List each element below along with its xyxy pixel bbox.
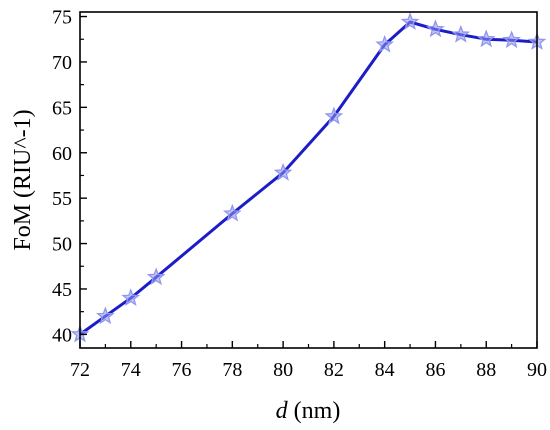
x-tick-label: 90 bbox=[527, 359, 547, 381]
x-tick-label: 84 bbox=[375, 359, 395, 381]
plot-frame bbox=[79, 11, 538, 349]
x-tick-label: 82 bbox=[324, 359, 344, 381]
data-point-marker bbox=[324, 106, 344, 125]
y-tick-label: 60 bbox=[52, 143, 72, 165]
data-point-marker bbox=[273, 162, 293, 181]
x-tick-label: 80 bbox=[273, 359, 293, 381]
y-tick-label: 40 bbox=[52, 324, 72, 346]
x-tick-label: 72 bbox=[70, 359, 90, 381]
data-point-marker bbox=[426, 19, 445, 38]
y-axis-title: FoM (RIU^-1) bbox=[10, 109, 36, 250]
y-tick-label: 45 bbox=[52, 279, 72, 301]
data-point-marker bbox=[375, 34, 395, 53]
x-tick-label: 86 bbox=[425, 359, 445, 381]
data-point-marker bbox=[222, 203, 242, 222]
data-point-marker bbox=[476, 29, 496, 48]
y-tick-label: 50 bbox=[52, 234, 72, 256]
series-line bbox=[79, 20, 538, 336]
y-tick-label: 70 bbox=[52, 52, 72, 74]
x-axis-title: d (nm) bbox=[276, 398, 341, 424]
x-tick-label: 78 bbox=[222, 359, 242, 381]
x-axis-unit: (nm) bbox=[288, 398, 341, 424]
x-tick-label: 76 bbox=[172, 359, 192, 381]
data-point-marker bbox=[400, 12, 420, 30]
axes: 72 74 76 78 80 82 84 86 88 90 40 45 50 55 60 65 70 75 bbox=[52, 7, 547, 381]
y-tick-label: 65 bbox=[52, 97, 72, 119]
x-axis-variable: d bbox=[276, 398, 289, 424]
data-point-marker bbox=[502, 30, 521, 49]
x-tick-label: 88 bbox=[476, 359, 496, 381]
y-tick-label: 75 bbox=[52, 7, 72, 29]
x-tick-label: 74 bbox=[121, 359, 141, 381]
y-tick-label: 55 bbox=[52, 188, 72, 210]
data-point-marker bbox=[96, 306, 115, 325]
data-point-marker bbox=[121, 288, 141, 307]
data-point-marker bbox=[146, 267, 166, 286]
data-point-marker bbox=[451, 24, 471, 43]
plot-area bbox=[70, 12, 547, 343]
